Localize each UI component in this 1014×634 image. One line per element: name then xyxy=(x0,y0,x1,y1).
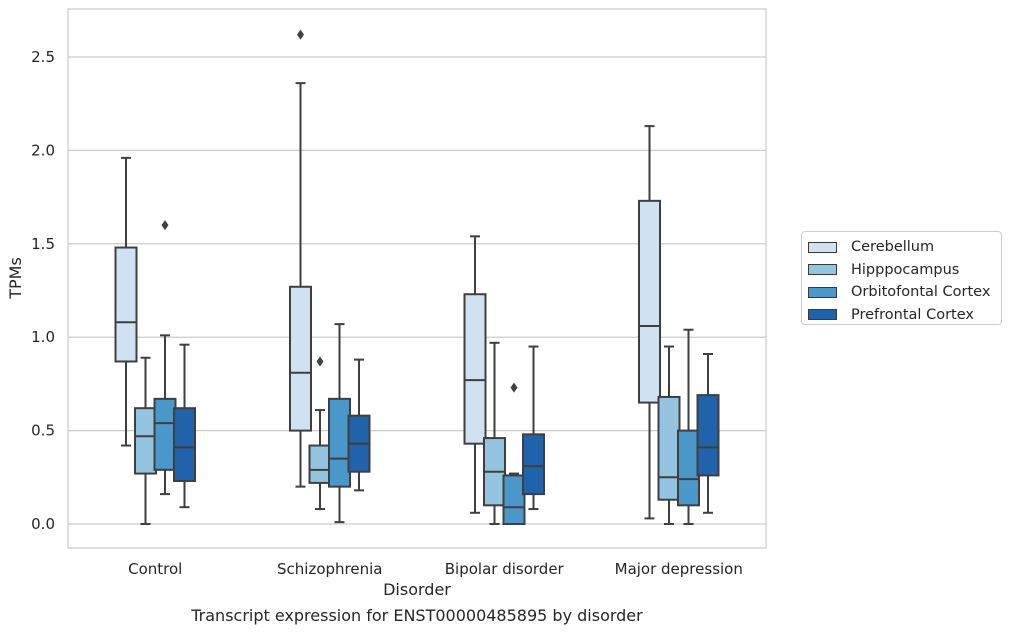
legend-item: Prefrontal Cortex xyxy=(808,304,1001,327)
outlier-point xyxy=(510,382,518,393)
box-orbitofontal-cortex xyxy=(153,220,177,496)
legend-item: Orbitofontal Cortex xyxy=(808,281,1001,304)
x-axis-title: Disorder xyxy=(383,580,451,599)
x-tick-label: Bipolar disorder xyxy=(445,560,565,578)
x-tick-label: Schizophrenia xyxy=(277,560,382,578)
box-hipppocampus xyxy=(657,345,681,525)
box-iqr xyxy=(677,429,700,507)
x-tick-labels: Control Schizophrenia Bipolar disorder Majo… xyxy=(128,560,743,578)
legend-label: Hipppocampus xyxy=(851,261,960,278)
y-tick-label: 2.0 xyxy=(31,141,55,159)
box-iqr xyxy=(522,433,545,496)
legend-swatch xyxy=(808,286,837,298)
boxes xyxy=(114,29,720,526)
y-tick-label: 1.0 xyxy=(31,328,55,346)
box-hipppocampus xyxy=(483,341,506,525)
box-orbitofontal-cortex xyxy=(328,323,351,524)
legend-swatch xyxy=(808,241,837,253)
box-cerebellum xyxy=(638,125,661,520)
box-hipppocampus xyxy=(308,356,332,511)
legend-label: Cerebellum xyxy=(851,239,935,256)
y-axis-title: TPMs xyxy=(6,257,25,300)
box-iqr xyxy=(114,246,138,363)
box-iqr xyxy=(328,397,351,488)
box-orbitofontal-cortex xyxy=(502,382,526,526)
box-hipppocampus xyxy=(134,356,157,525)
y-tick-labels: 0.0 0.5 1.0 1.5 2.0 2.5 xyxy=(31,48,55,533)
box-prefrontal-cortex xyxy=(347,358,371,492)
y-tick-label: 0.0 xyxy=(31,515,55,533)
legend-swatch xyxy=(808,309,837,321)
box-prefrontal-cortex xyxy=(522,345,545,511)
x-tick-label: Control xyxy=(128,560,182,578)
box-iqr xyxy=(638,199,661,404)
box-orbitofontal-cortex xyxy=(677,328,700,525)
box-cerebellum xyxy=(114,156,138,447)
legend: Cerebellum Hipppocampus Orbitofontal Corte… xyxy=(801,231,1002,325)
box-iqr xyxy=(173,407,196,483)
box-iqr xyxy=(463,293,487,445)
legend-swatch xyxy=(808,264,837,276)
box-iqr xyxy=(696,394,720,477)
box-iqr xyxy=(657,395,681,501)
chart-caption: Transcript expression for ENST0000048589… xyxy=(191,606,643,625)
outlier-point xyxy=(161,220,169,231)
box-prefrontal-cortex xyxy=(696,353,720,514)
legend-item: Cerebellum xyxy=(808,236,1001,259)
box-cerebellum xyxy=(463,235,487,514)
legend-label: Prefrontal Cortex xyxy=(851,306,974,323)
plot-area-frame xyxy=(67,8,767,549)
x-tick-label: Major depression xyxy=(615,560,743,578)
y-tick-label: 0.5 xyxy=(31,422,55,440)
outlier-point xyxy=(297,29,304,40)
box-iqr xyxy=(502,474,526,526)
legend-label: Orbitofontal Cortex xyxy=(851,284,991,301)
legend-item: Hipppocampus xyxy=(808,259,1001,282)
box-iqr xyxy=(134,407,157,475)
y-tick-label: 2.5 xyxy=(31,48,55,66)
box-prefrontal-cortex xyxy=(173,343,196,509)
outlier-point xyxy=(316,356,324,367)
y-tick-label: 1.5 xyxy=(31,235,55,253)
box-iqr xyxy=(153,397,177,471)
box-cerebellum xyxy=(289,29,312,488)
box-iqr xyxy=(289,285,312,432)
box-iqr xyxy=(308,444,332,484)
